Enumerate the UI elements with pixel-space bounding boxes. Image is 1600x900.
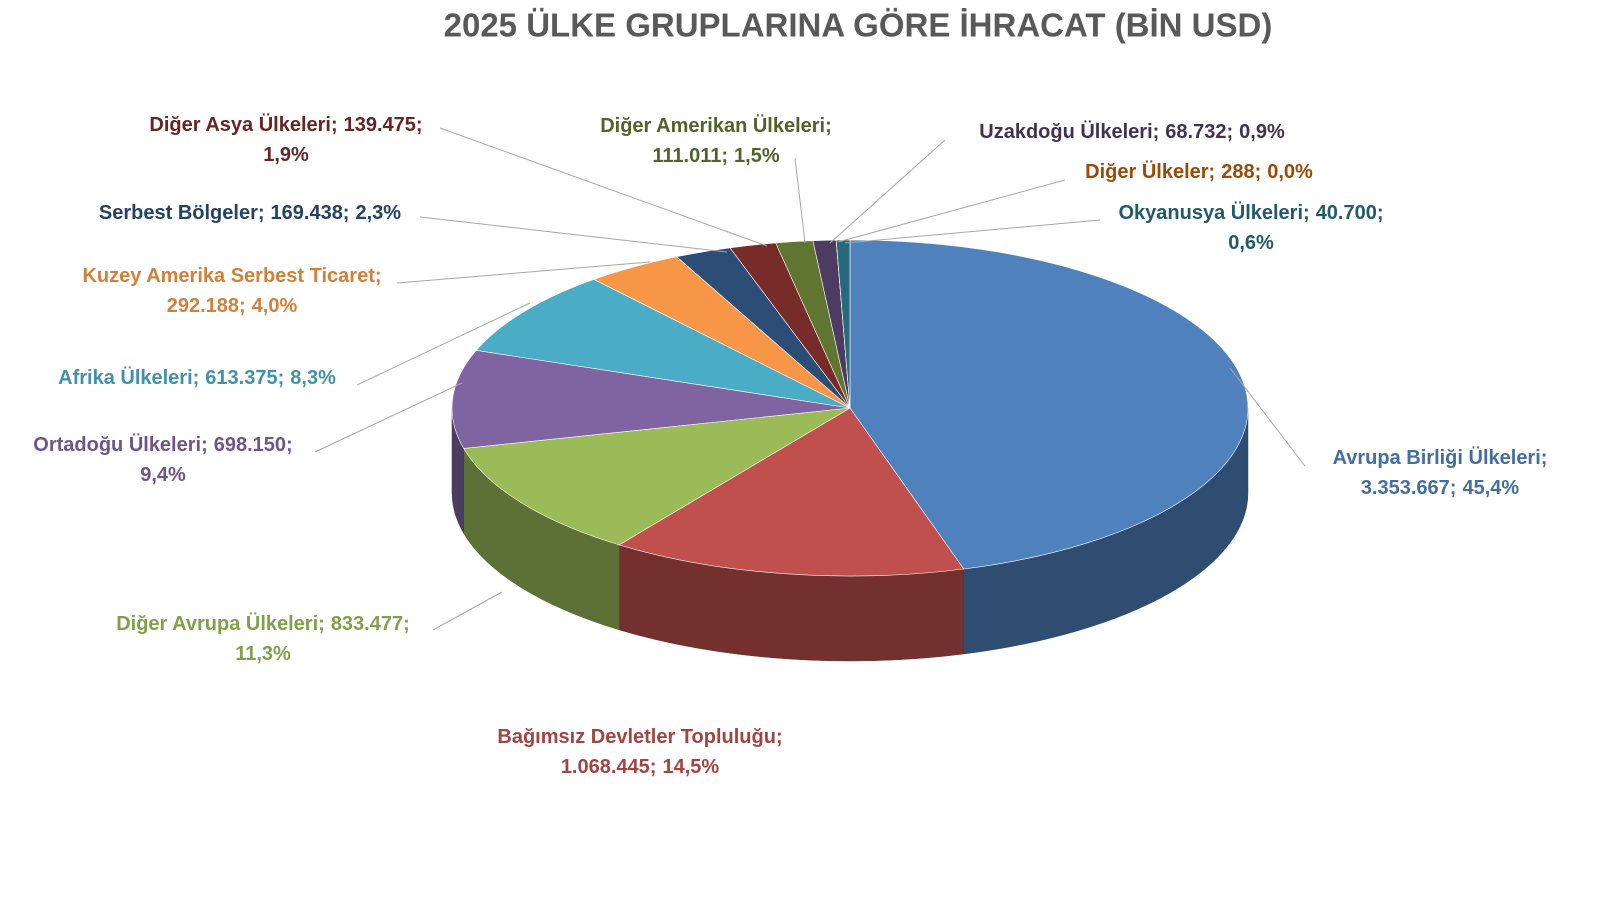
data-label: Bağımsız Devletler Topluluğu; 1.068.445; 1… <box>497 726 782 778</box>
data-label: Diğer Amerikan Ülkeleri; 111.011; 1,5% <box>600 114 832 167</box>
data-label: Okyanusya Ülkeleri; 40.700; 0,6% <box>1118 201 1383 254</box>
leader-line <box>432 591 503 631</box>
leader-line <box>1229 367 1306 467</box>
leader-line <box>844 219 1101 244</box>
label-part: Kuzey Amerika Serbest Ticaret; <box>82 265 381 287</box>
label-part: 111.011; <box>652 145 728 167</box>
leader-line <box>439 127 768 247</box>
label-part: 1,5% <box>734 145 780 167</box>
label-part: 1,9% <box>263 144 309 166</box>
label-part: 139.475; <box>344 114 423 136</box>
label-part: 833.477; <box>331 613 410 635</box>
data-label: Afrika Ülkeleri; 613.375; 8,3% <box>58 366 336 389</box>
label-part: 0,0% <box>1267 161 1313 183</box>
leader-line <box>314 382 463 453</box>
data-label: Avrupa Birliği Ülkeleri; 3.353.667; 45,4% <box>1333 446 1548 499</box>
label-part: 4,0% <box>252 295 298 317</box>
label-part: Avrupa Birliği Ülkeleri; <box>1333 446 1548 469</box>
leader-line <box>356 302 531 386</box>
leader-line <box>419 216 728 253</box>
leader-line <box>829 139 946 244</box>
label-part: 8,3% <box>290 367 336 389</box>
label-part: Afrika Ülkeleri; <box>58 366 199 389</box>
label-part: 1.068.445; <box>561 756 657 778</box>
label-part: 45,4% <box>1462 477 1519 499</box>
label-part: 11,3% <box>235 643 291 665</box>
leader-line <box>794 157 806 244</box>
slice <box>475 279 851 409</box>
data-label: Diğer Avrupa Ülkeleri; 833.477; 11,3% <box>116 612 410 665</box>
label-part: Diğer Amerikan Ülkeleri; <box>600 114 832 137</box>
data-label: Kuzey Amerika Serbest Ticaret; 292.188; 4,… <box>82 265 381 317</box>
label-part: 2,3% <box>355 202 401 224</box>
label-part: 9,4% <box>140 464 186 486</box>
slice <box>849 239 1249 570</box>
label-part: 40.700; <box>1316 202 1384 224</box>
label-part: Serbest Bölgeler; <box>99 202 265 224</box>
data-label: Diğer Ülkeler; 288; 0,0% <box>1085 160 1313 183</box>
label-part: 292.188; <box>167 295 246 317</box>
label-part: Uzakdoğu Ülkeleri; <box>979 120 1159 143</box>
label-part: 68.732; <box>1165 121 1233 143</box>
leader-line <box>396 261 651 284</box>
label-part: 169.438; <box>271 202 350 224</box>
label-part: 613.375; <box>205 367 284 389</box>
data-label: Diğer Asya Ülkeleri; 139.475; 1,9% <box>149 113 422 166</box>
data-label: Serbest Bölgeler; 169.438; 2,3% <box>99 202 401 224</box>
slice <box>618 407 965 577</box>
chart-title: 2025 ÜLKE GRUPLARINA GÖRE İHRACAT (BİN U… <box>444 7 1273 44</box>
label-part: Diğer Asya Ülkeleri; <box>149 113 337 136</box>
label-part: Diğer Avrupa Ülkeleri; <box>116 612 325 635</box>
label-part: 0,6% <box>1228 232 1274 254</box>
label-part: 698.150; <box>214 434 293 456</box>
slice <box>463 407 851 546</box>
label-part: Ortadoğu Ülkeleri; <box>33 433 207 456</box>
data-label: Ortadoğu Ülkeleri; 698.150; 9,4% <box>33 433 292 486</box>
slice <box>835 239 851 409</box>
label-part: 0,9% <box>1239 121 1285 143</box>
slice <box>451 350 851 449</box>
data-label: Uzakdoğu Ülkeleri; 68.732; 0,9% <box>979 120 1285 143</box>
label-part: Okyanusya Ülkeleri; <box>1118 201 1309 224</box>
label-part: Bağımsız Devletler Topluluğu; <box>497 726 782 748</box>
label-part: Diğer Ülkeler; <box>1085 160 1215 183</box>
label-part: 14,5% <box>662 756 719 778</box>
label-part: 3.353.667; <box>1361 477 1457 499</box>
label-part: 288; <box>1221 161 1261 183</box>
leader-line <box>837 179 1066 243</box>
